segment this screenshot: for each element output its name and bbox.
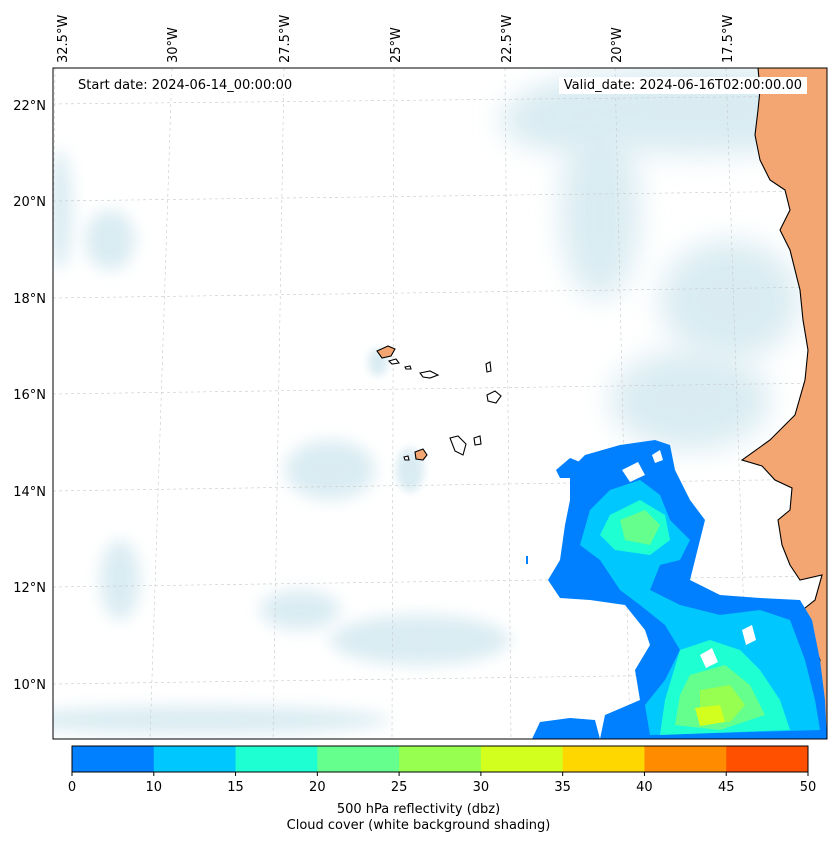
start-date-label: Start date: 2024-06-14_00:00:00 (73, 77, 298, 94)
colorbar-swatch (562, 746, 645, 772)
lon-label: 32.5°W (56, 15, 71, 63)
colorbar-swatch (153, 746, 237, 772)
lat-label: 14°N (13, 485, 46, 500)
reflectivity-shading (526, 440, 827, 739)
latitude-labels: 22°N 20°N 18°N 16°N 14°N 12°N 10°N (13, 99, 46, 693)
colorbar-tick-label: 25 (391, 780, 408, 795)
lat-label: 10°N (13, 678, 46, 693)
colorbar-swatch (72, 746, 155, 772)
africa-land (742, 68, 827, 739)
colorbar-tick-label: 50 (800, 780, 817, 795)
lon-label: 30°W (166, 27, 181, 63)
colorbar-swatch (317, 746, 400, 772)
lat-label: 22°N (13, 99, 46, 114)
lat-label: 16°N (13, 388, 46, 403)
valid-date-label: Valid_date: 2024-06-16T02:00:00.00 (558, 77, 807, 94)
colorbar-swatch (399, 746, 482, 772)
colorbar-tick-label: 35 (554, 780, 571, 795)
lat-label: 12°N (13, 581, 46, 596)
colorbar-swatch (480, 746, 564, 772)
lat-label: 18°N (13, 292, 46, 307)
lat-label: 20°N (13, 195, 46, 210)
colorbar: 0 10 15 20 25 30 35 40 45 50 (68, 745, 817, 795)
lon-label: 20°W (610, 27, 625, 63)
cape-verde-islands (376, 345, 502, 461)
longitude-labels: 32.5°W 30°W 27.5°W 25°W 22.5°W 20°W 17.5… (56, 15, 736, 63)
colorbar-swatch (235, 746, 318, 772)
lon-label: 22.5°W (500, 15, 515, 63)
lon-label: 17.5°W (721, 15, 736, 63)
colorbar-tick-label: 30 (473, 780, 490, 795)
colorbar-swatch (644, 746, 727, 772)
colorbar-tick-label: 15 (227, 780, 244, 795)
colorbar-tick-label: 40 (636, 780, 653, 795)
colorbar-title: 500 hPa reflectivity (dbz) Cloud cover (… (0, 802, 837, 834)
colorbar-tick-label: 0 (68, 780, 76, 795)
colorbar-label-line2: Cloud cover (white background shading) (286, 818, 551, 833)
colorbar-tick-label: 45 (718, 780, 735, 795)
lon-label: 27.5°W (278, 15, 293, 63)
colorbar-tick-label: 20 (309, 780, 326, 795)
plot-frame (52, 67, 828, 740)
colorbar-swatch (726, 746, 809, 772)
colorbar-label-line1: 500 hPa reflectivity (dbz) (336, 802, 501, 817)
colorbar-tick-label: 10 (146, 780, 163, 795)
cloud-cover-shading (53, 68, 827, 734)
colorbar-frame (71, 745, 809, 773)
lon-label: 25°W (389, 27, 404, 63)
africa-coastline (740, 68, 823, 701)
